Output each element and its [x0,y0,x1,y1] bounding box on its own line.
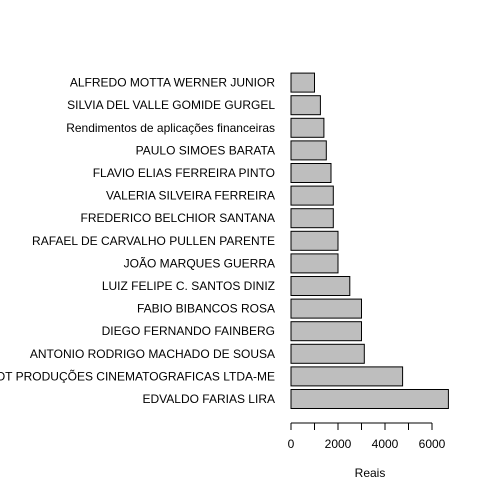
category-label: ANTONIO RODRIGO MACHADO DE SOUSA [30,347,275,361]
category-label: FABIO BIBANCOS ROSA [137,302,275,316]
bar [290,253,339,274]
bar [290,140,327,161]
x-axis-title: Reais [355,466,386,480]
bar [290,276,351,296]
category-label: CAPIVARA FILMES E DOT PRODUÇÕES CINEMATO… [0,368,275,383]
category-label: FLAVIO ELIAS FERREIRA PINTO [93,166,275,180]
bar [290,72,315,93]
bar [290,117,325,138]
bar [290,298,362,319]
x-tick-label: 6000 [419,437,446,451]
category-label: EDVALDO FARIAS LIRA [143,392,276,406]
bar [290,366,404,387]
category-label: LUIZ FELIPE C. SANTOS DINIZ [102,279,275,293]
bar [290,321,362,342]
category-label: DIEGO FERNANDO FAINBERG [102,324,275,338]
x-tick-label: 4000 [372,437,399,451]
x-tick-label: 0 [288,437,295,451]
category-label: VALERIA SILVEIRA FERREIRA [106,189,275,203]
category-label: ALFREDO MOTTA WERNER JUNIOR [70,76,275,90]
bar [290,208,334,229]
bars-group [290,72,449,409]
category-label: FREDERICO BELCHIOR SANTANA [81,211,275,225]
bar [290,95,321,116]
category-label: RAFAEL DE CARVALHO PULLEN PARENTE [32,234,275,248]
bar [290,343,365,364]
bar [290,389,449,409]
bar [290,185,334,206]
category-labels: EDVALDO FARIAS LIRA CAPIVARA FILMES E DOT… [0,76,275,406]
category-label: Rendimentos de aplicações financeiras [66,121,275,135]
bar [290,163,332,183]
category-label: JOÃO MARQUES GUERRA [124,256,275,270]
category-label: PAULO SIMOES BARATA [136,143,275,157]
x-tick-label: 2000 [325,437,352,451]
bar [290,230,339,251]
category-label: SILVIA DEL VALLE GOMIDE GURGEL [67,98,275,112]
x-axis: 0 2000 4000 6000 [288,422,446,451]
